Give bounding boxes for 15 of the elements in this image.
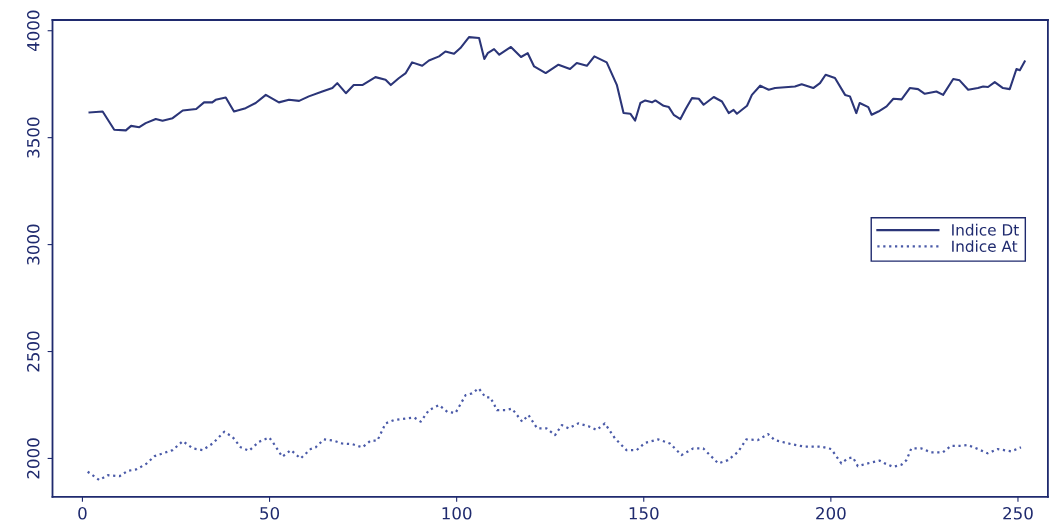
x-tick-label: 50 <box>260 506 280 520</box>
x-tick-label: 150 <box>629 506 659 520</box>
y-tick-label: 2500 <box>26 331 40 372</box>
x-tick-label: 100 <box>442 506 472 520</box>
y-tick-label: 4000 <box>26 10 40 52</box>
line-series <box>86 387 1023 482</box>
legend-label: Indice Dt <box>952 223 1019 236</box>
x-tick-label: 200 <box>816 506 846 520</box>
y-tick-label: 3000 <box>26 224 40 265</box>
y-tick-label: 2000 <box>26 438 40 479</box>
x-tick-label: 250 <box>1003 506 1033 520</box>
line-series <box>88 36 1026 132</box>
x-tick-label: 0 <box>78 506 87 520</box>
legend-label: Indice At <box>952 240 1018 253</box>
y-tick-label: 3500 <box>26 117 40 158</box>
